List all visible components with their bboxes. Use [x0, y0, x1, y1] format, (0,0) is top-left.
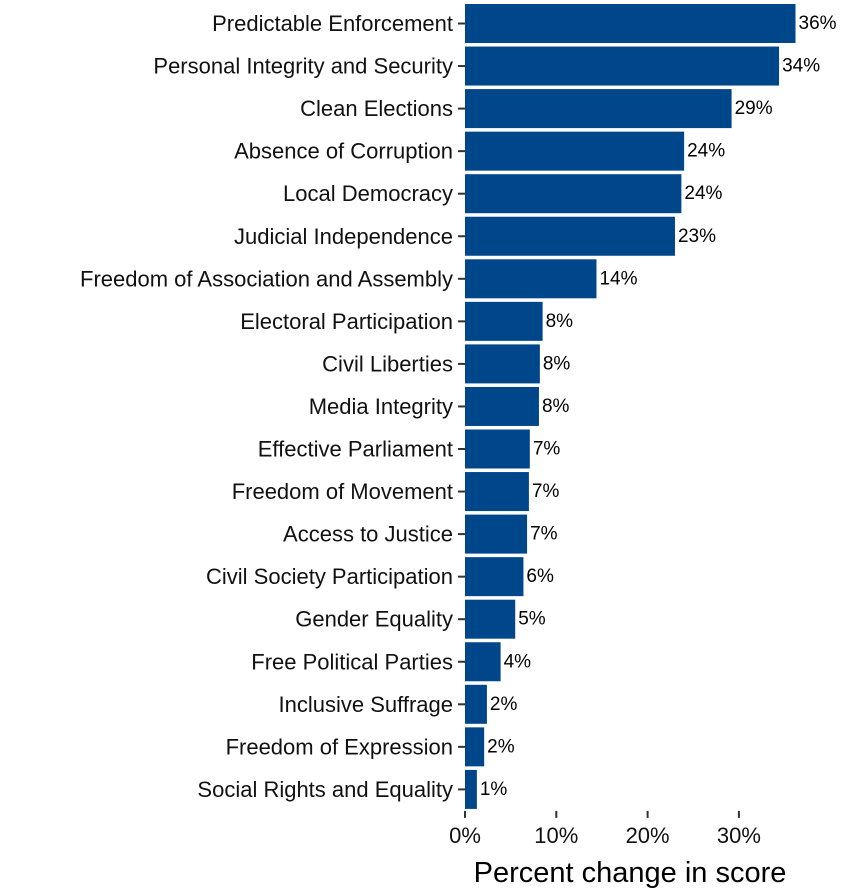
category-label: Predictable Enforcement — [212, 11, 453, 36]
bar — [465, 46, 780, 86]
bar — [465, 684, 487, 724]
category-label: Personal Integrity and Security — [153, 54, 453, 79]
bar — [465, 557, 524, 597]
category-label: Civil Society Participation — [206, 564, 453, 589]
data-label: 6% — [526, 566, 554, 587]
data-label: 8% — [546, 311, 574, 332]
x-axis: 0% 10% 20% 30% — [449, 810, 761, 848]
bar — [465, 131, 685, 171]
category-label: Media Integrity — [309, 394, 453, 419]
category-label: Inclusive Suffrage — [279, 692, 453, 717]
data-label: 24% — [684, 183, 722, 204]
bar — [465, 642, 501, 682]
category-label: Judicial Independence — [234, 224, 453, 249]
bar — [465, 301, 543, 341]
bars-group — [465, 4, 796, 809]
x-tick-label: 10% — [534, 823, 578, 848]
data-label: 5% — [518, 609, 546, 630]
data-label: 36% — [799, 13, 837, 34]
category-label: Absence of Corruption — [234, 139, 453, 164]
data-label: 4% — [504, 651, 532, 672]
bar — [465, 769, 477, 809]
category-label: Local Democracy — [283, 181, 453, 206]
bar — [465, 727, 485, 767]
bar — [465, 599, 516, 639]
data-label: 7% — [532, 481, 560, 502]
data-label: 7% — [533, 439, 561, 460]
x-axis-title: Percent change in score — [474, 857, 787, 889]
category-label: Electoral Participation — [240, 309, 453, 334]
x-tick-label: 0% — [449, 823, 481, 848]
data-label: 2% — [487, 736, 515, 757]
category-label: Freedom of Movement — [232, 479, 453, 504]
bar — [465, 89, 732, 129]
bar — [465, 174, 682, 214]
data-labels: 36% 34% 29% 24% 24% 23% 14% 8% 8% 8% 7% 7% 7% 6% 5% 4% 2… — [480, 13, 837, 800]
bar — [465, 429, 530, 469]
data-label: 1% — [480, 779, 508, 800]
category-label: Civil Liberties — [322, 351, 453, 376]
bar — [465, 472, 529, 512]
data-label: 2% — [490, 694, 518, 715]
bar — [465, 386, 539, 426]
bar — [465, 514, 528, 554]
category-label: Clean Elections — [300, 96, 453, 121]
data-label: 24% — [687, 141, 725, 162]
bar — [465, 259, 597, 299]
category-label: Access to Justice — [283, 522, 453, 547]
category-label: Effective Parliament — [258, 437, 453, 462]
data-label: 8% — [543, 353, 571, 374]
x-tick-label: 30% — [717, 823, 761, 848]
category-label: Gender Equality — [295, 607, 453, 632]
data-label: 7% — [530, 524, 558, 545]
data-label: 23% — [678, 226, 716, 247]
category-label: Free Political Parties — [251, 649, 453, 674]
data-label: 14% — [599, 268, 637, 289]
x-tick-label: 20% — [626, 823, 670, 848]
data-label: 8% — [542, 396, 570, 417]
category-label: Freedom of Expression — [226, 734, 453, 759]
data-label: 29% — [735, 98, 773, 119]
category-label: Freedom of Association and Assembly — [80, 266, 453, 291]
category-labels: Predictable Enforcement Personal Integrit… — [80, 11, 465, 802]
bar — [465, 344, 540, 384]
bar — [465, 216, 675, 256]
data-label: 34% — [782, 56, 820, 77]
category-label: Social Rights and Equality — [197, 777, 453, 802]
bar — [465, 4, 796, 43]
